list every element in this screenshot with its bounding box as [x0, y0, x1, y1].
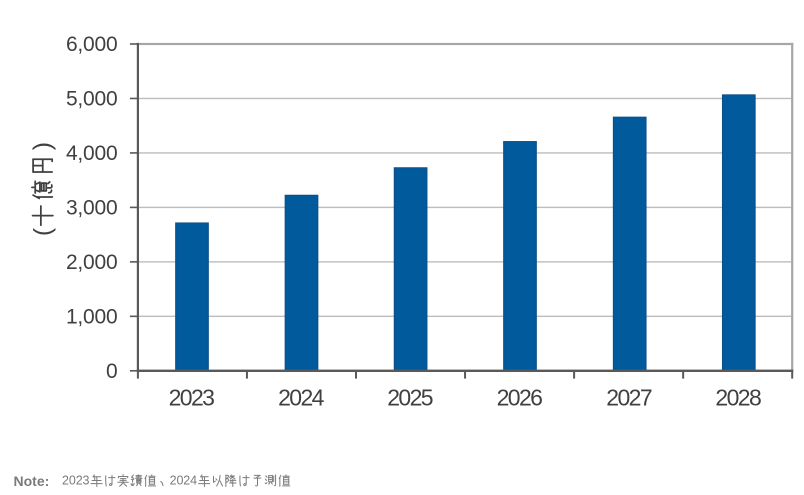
svg-text:0: 0	[106, 360, 117, 383]
svg-text:Note:: Note:	[14, 473, 50, 489]
svg-text:2028: 2028	[715, 385, 761, 411]
svg-text:2025: 2025	[387, 385, 433, 411]
svg-text:3,000: 3,000	[66, 197, 118, 220]
svg-text:2024: 2024	[170, 474, 198, 488]
svg-text:1,000: 1,000	[66, 305, 118, 328]
svg-text:2,000: 2,000	[66, 251, 118, 274]
svg-text:2023: 2023	[62, 474, 90, 488]
svg-text:2023: 2023	[169, 385, 215, 411]
svg-text:5,000: 5,000	[66, 88, 118, 111]
svg-text:2024: 2024	[278, 385, 325, 411]
svg-text:(: (	[30, 228, 57, 236]
svg-text:): )	[29, 142, 57, 150]
svg-text:4,000: 4,000	[66, 142, 118, 165]
svg-text:2026: 2026	[497, 385, 543, 411]
svg-text:2027: 2027	[606, 385, 652, 411]
svg-text:6,000: 6,000	[66, 33, 118, 56]
